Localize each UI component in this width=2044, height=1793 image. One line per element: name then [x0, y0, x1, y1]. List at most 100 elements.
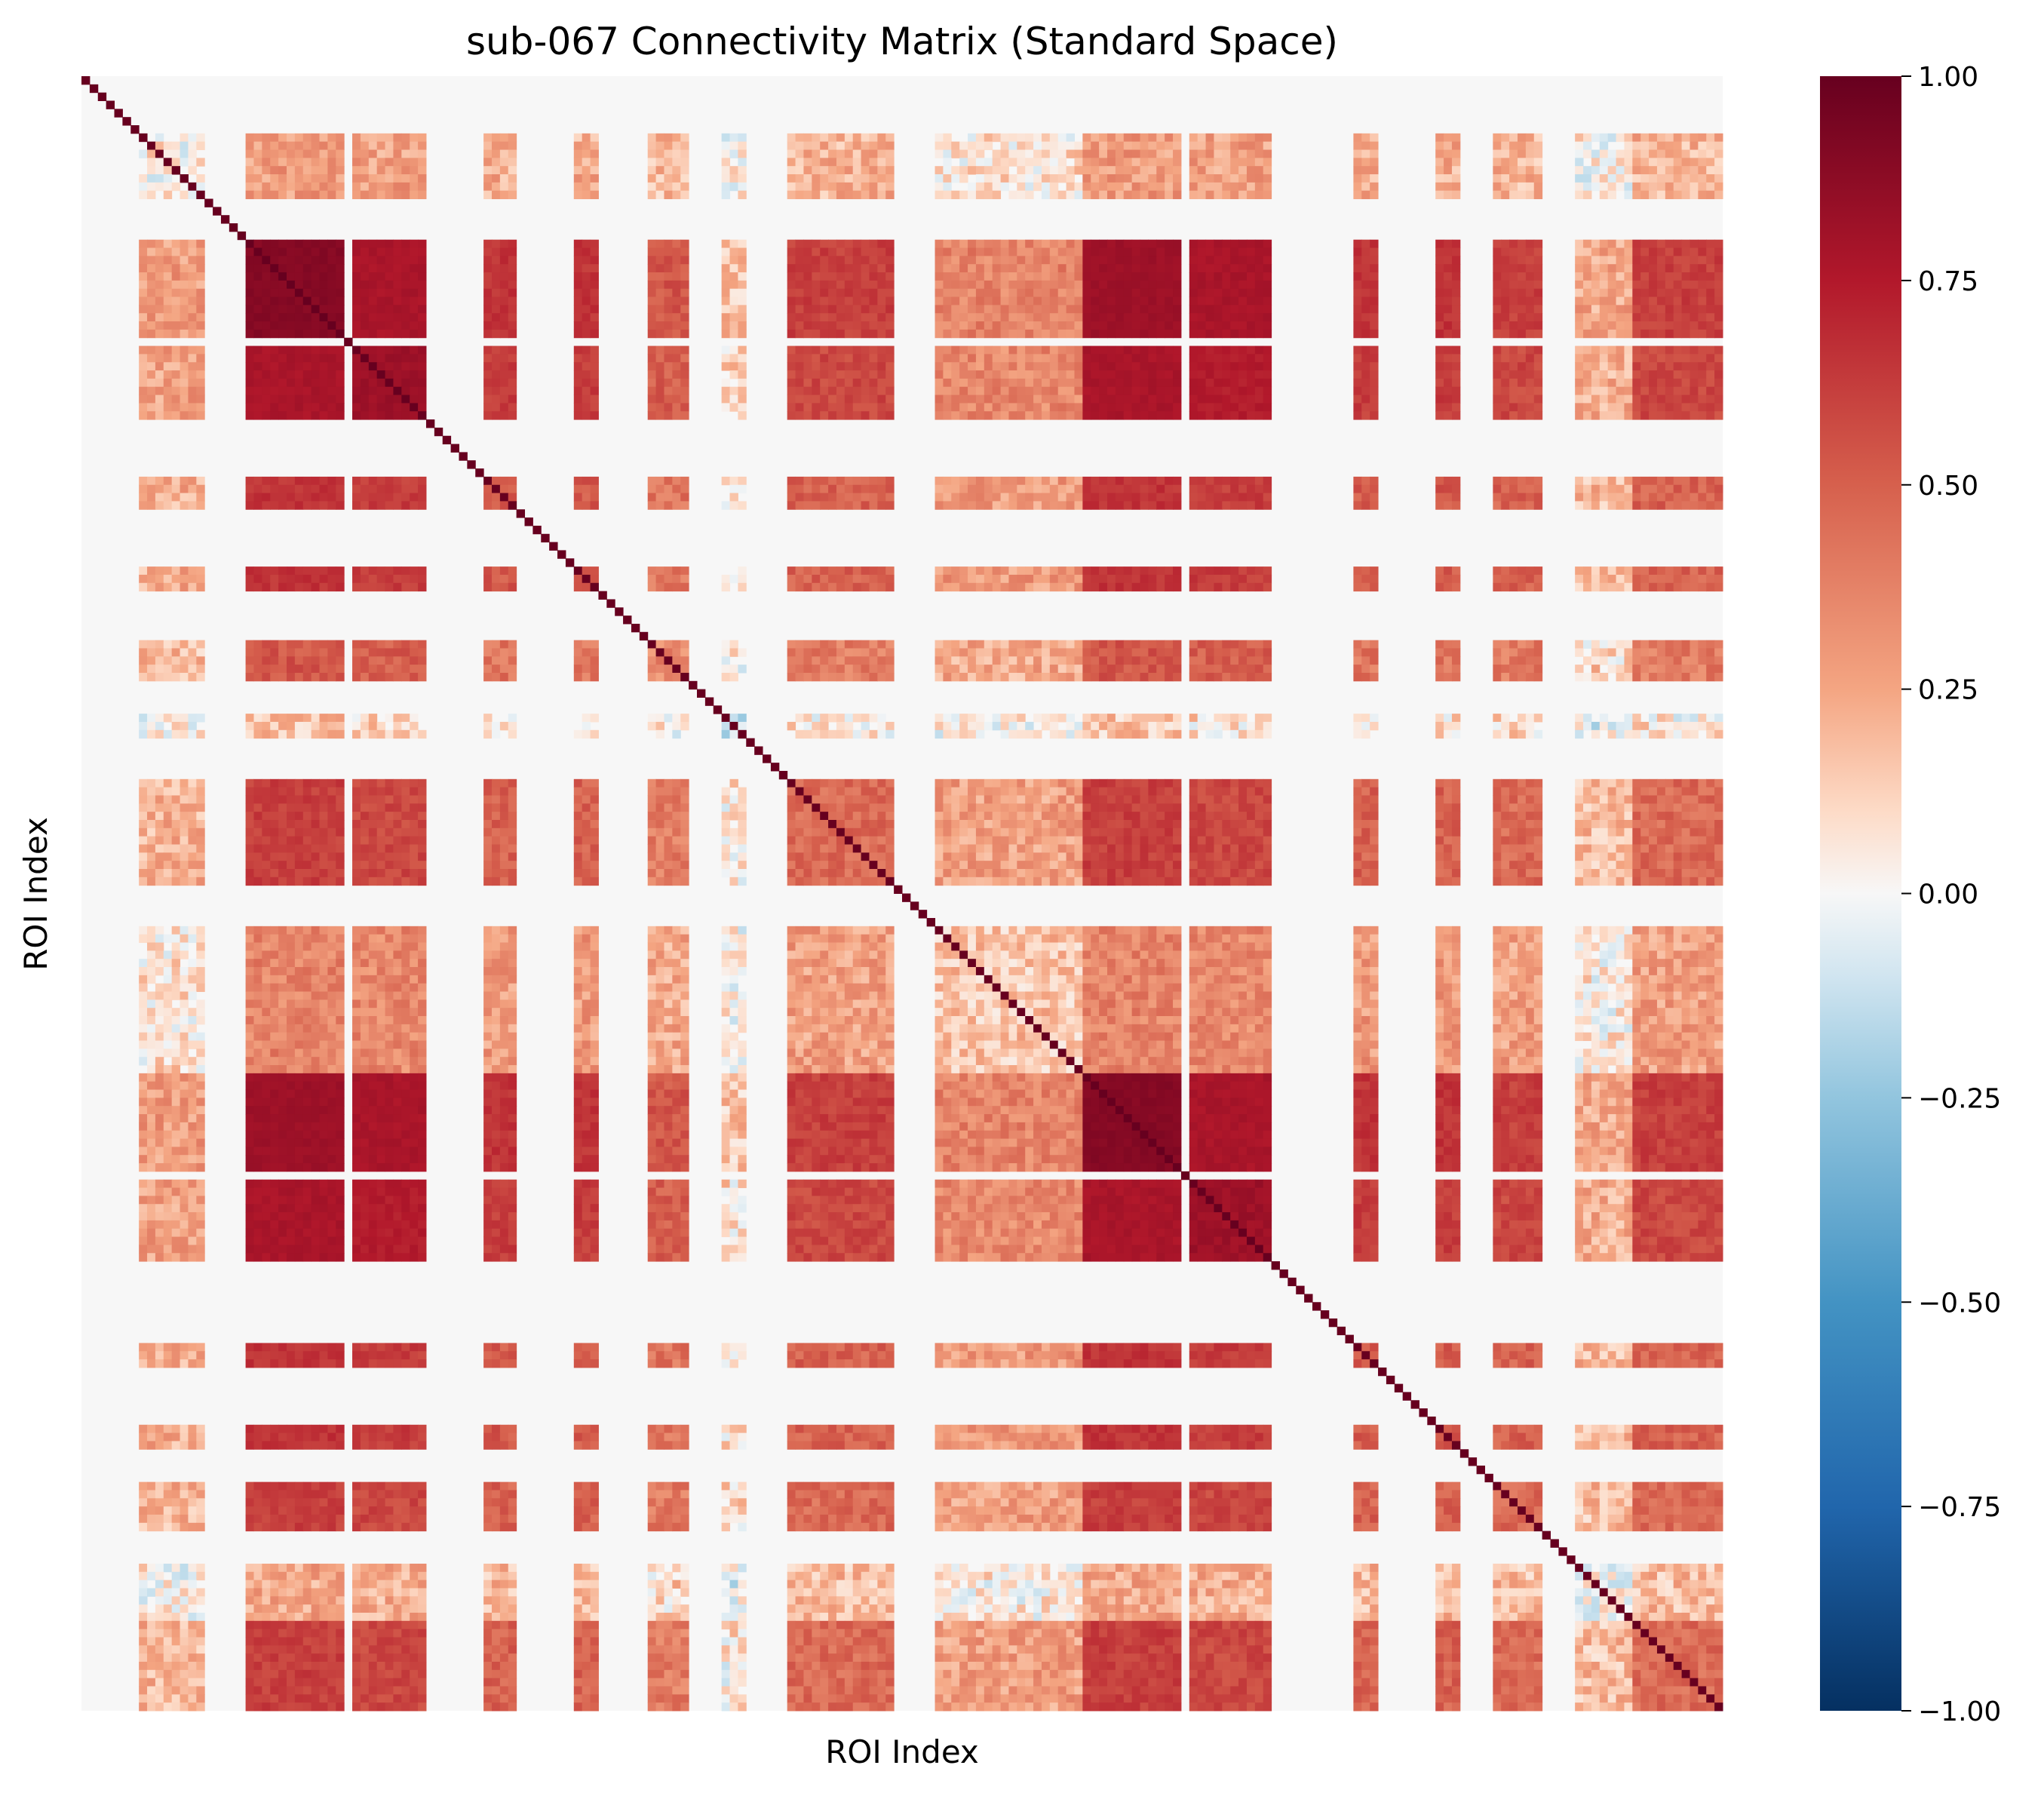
heatmap-cell: [155, 158, 164, 167]
heatmap-cell: [1616, 493, 1625, 502]
heatmap-cell: [1493, 493, 1502, 502]
heatmap-cell: [1714, 247, 1723, 256]
heatmap-cell: [1575, 158, 1584, 167]
heatmap-cell: [147, 566, 156, 576]
heatmap-cell: [729, 395, 738, 404]
heatmap-cell: [188, 345, 197, 355]
heatmap-cell: [1698, 566, 1707, 576]
heatmap-cell: [492, 133, 501, 143]
heatmap-cell: [1690, 484, 1699, 494]
heatmap-cell: [1509, 182, 1518, 192]
heatmap-cell: [360, 247, 370, 256]
heatmap-cell: [376, 158, 386, 167]
heatmap-cell: [655, 239, 664, 249]
heatmap-cell: [803, 370, 812, 379]
heatmap-cell: [877, 476, 886, 486]
heatmap-cell: [1074, 574, 1083, 584]
heatmap-cell: [336, 370, 345, 379]
heatmap-cell: [1246, 158, 1256, 167]
heatmap-cell: [278, 582, 287, 592]
heatmap-cell: [1140, 345, 1149, 355]
heatmap-cell: [1222, 182, 1231, 192]
heatmap-cell: [1156, 362, 1165, 371]
heatmap-cell: [1583, 149, 1592, 158]
heatmap-cell: [188, 370, 197, 379]
heatmap-cell: [171, 141, 181, 151]
heatmap-cell: [253, 296, 262, 305]
heatmap-cell: [1681, 133, 1690, 143]
heatmap-cell: [582, 280, 591, 290]
heatmap-cell: [1000, 493, 1009, 502]
heatmap-cell: [253, 149, 262, 158]
heatmap-cell: [1165, 362, 1174, 371]
heatmap-cell: [1575, 190, 1584, 200]
heatmap-cell: [1017, 345, 1026, 355]
heatmap-cell: [1649, 149, 1658, 158]
heatmap-cell: [155, 501, 164, 510]
heatmap-cell: [1066, 190, 1075, 200]
heatmap-cell: [1049, 296, 1059, 305]
heatmap-cell: [861, 378, 870, 388]
heatmap-cell: [1435, 476, 1444, 486]
heatmap-cell: [499, 280, 509, 290]
heatmap-cell: [1583, 133, 1592, 143]
heatmap-cell: [1246, 247, 1256, 256]
heatmap-cell: [1041, 648, 1051, 657]
heatmap-cell: [1673, 566, 1683, 576]
heatmap-cell: [1049, 640, 1059, 649]
heatmap-cell: [1706, 305, 1715, 314]
heatmap-cell: [738, 313, 747, 322]
heatmap-cell: [1033, 484, 1042, 494]
heatmap-cell: [1246, 656, 1256, 665]
heatmap-cell: [287, 190, 296, 200]
heatmap-cell: [1690, 395, 1699, 404]
heatmap-cell: [1123, 239, 1133, 249]
heatmap-cell: [975, 582, 985, 592]
heatmap-cell: [1173, 239, 1182, 249]
heatmap-cell: [1649, 190, 1658, 200]
heatmap-cell: [1148, 174, 1157, 183]
heatmap-cell: [147, 190, 156, 200]
heatmap-cell: [877, 158, 886, 167]
heatmap-cell: [1148, 386, 1157, 396]
heatmap-cell: [1000, 476, 1009, 486]
heatmap-cell: [729, 296, 738, 305]
heatmap-cell: [885, 182, 895, 192]
heatmap-cell: [155, 403, 164, 412]
heatmap-cell: [302, 345, 312, 355]
heatmap-cell: [1263, 174, 1272, 183]
heatmap-cell: [196, 566, 205, 576]
heatmap-cell: [368, 272, 378, 281]
heatmap-cell: [1017, 321, 1026, 330]
heatmap-cell: [352, 656, 361, 665]
heatmap-cell: [1690, 272, 1699, 281]
heatmap-cell: [1649, 329, 1658, 339]
heatmap-cell: [1246, 141, 1256, 151]
heatmap-cell: [302, 329, 312, 339]
heatmap-cell: [1370, 370, 1379, 379]
heatmap-cell: [812, 256, 821, 265]
heatmap-cell: [287, 182, 296, 192]
heatmap-cell: [852, 264, 862, 273]
heatmap-cell: [1156, 345, 1165, 355]
heatmap-cell: [820, 329, 829, 339]
heatmap-cell: [828, 272, 837, 281]
heatmap-cell: [1533, 411, 1543, 420]
heatmap-cell: [787, 370, 796, 379]
heatmap-cell: [812, 264, 821, 273]
heatmap-cell: [368, 566, 378, 576]
heatmap-cell: [1533, 141, 1543, 151]
heatmap-cell: [319, 305, 328, 314]
heatmap-cell: [1222, 149, 1231, 158]
heatmap-cell: [1189, 133, 1198, 143]
heatmap-cell: [278, 166, 287, 175]
heatmap-cell: [812, 411, 821, 420]
heatmap-cell: [959, 403, 968, 412]
heatmap-cell: [1156, 149, 1165, 158]
heatmap-cell: [1649, 411, 1658, 420]
heatmap-cell: [393, 493, 402, 502]
heatmap-cell: [1698, 239, 1707, 249]
heatmap-cell: [1451, 141, 1461, 151]
heatmap-cell: [721, 256, 731, 265]
heatmap-cell: [1066, 141, 1075, 151]
